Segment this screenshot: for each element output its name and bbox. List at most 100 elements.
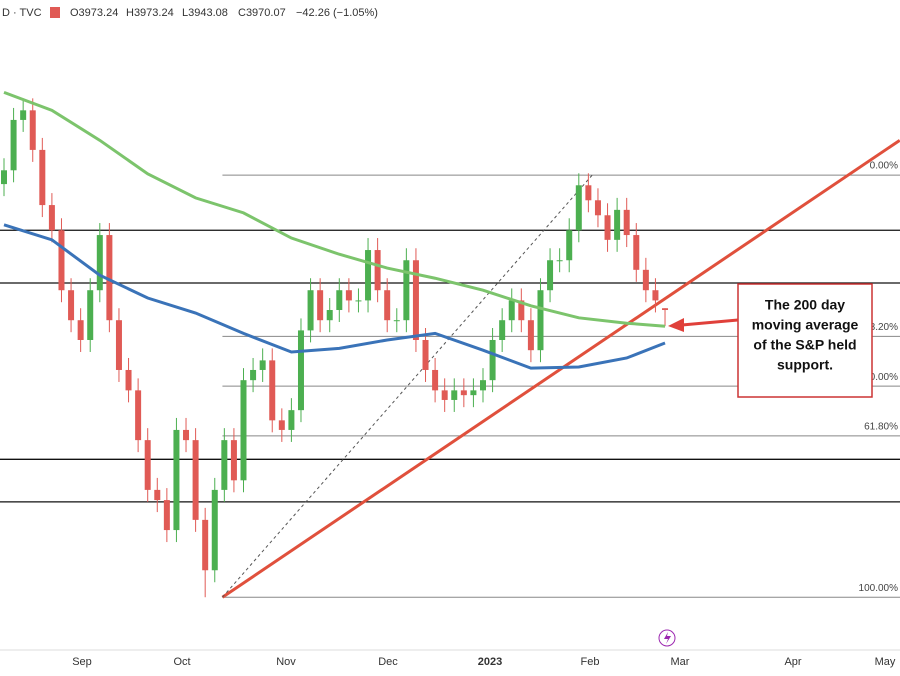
x-tick-label: May — [875, 656, 896, 668]
annotation-text: moving average — [752, 317, 859, 333]
fib-label: 100.00% — [859, 583, 899, 594]
x-tick-label: Mar — [671, 656, 690, 668]
x-tick-label: Dec — [378, 656, 398, 668]
candle-body — [355, 300, 362, 302]
candle-body — [575, 185, 582, 231]
candle-body — [460, 390, 467, 396]
candle-body — [384, 290, 391, 321]
candle-body — [20, 110, 27, 120]
candle-body — [202, 519, 209, 571]
candle-body — [211, 489, 218, 571]
candle-body — [87, 290, 94, 340]
candle-body — [652, 290, 659, 301]
candle-body — [441, 390, 448, 400]
candle-body — [403, 260, 410, 321]
candle-body — [173, 429, 180, 531]
x-tick-label: 2023 — [478, 656, 502, 668]
candle-body — [566, 230, 573, 261]
candle-body — [154, 489, 161, 501]
candle-body — [221, 440, 228, 490]
candle-body — [556, 260, 563, 262]
candle-body — [278, 420, 285, 430]
annotation-text: support. — [777, 357, 833, 373]
candle-body — [623, 209, 630, 236]
candle-body — [68, 290, 75, 321]
candle-body — [336, 290, 343, 311]
candle-body — [135, 390, 142, 441]
candle-body — [527, 320, 534, 351]
symbol: D · TVC — [2, 7, 42, 19]
candle-body — [48, 205, 55, 231]
candle-body — [297, 330, 304, 411]
candle-body — [269, 360, 276, 421]
ohlc-close: C3970.07 — [238, 7, 286, 19]
candle-body — [393, 320, 400, 322]
candle-body — [39, 149, 46, 206]
candle-body — [547, 260, 554, 291]
candle-body — [125, 369, 132, 391]
x-tick-label: Sep — [72, 656, 92, 668]
moving-average — [3, 90, 666, 328]
candle-body — [662, 308, 669, 311]
candle-body — [480, 380, 486, 391]
candle-body — [499, 320, 506, 340]
x-tick-label: Oct — [173, 656, 190, 668]
candle-body — [58, 230, 65, 291]
candle-body — [604, 215, 611, 240]
fib-label: 0.00% — [870, 161, 898, 172]
candle-body — [614, 209, 621, 240]
candle-body — [422, 339, 429, 370]
candle-body — [144, 440, 151, 490]
candle-body — [585, 185, 592, 201]
candle-body — [192, 440, 199, 520]
candle-body — [412, 260, 419, 340]
candle-body — [96, 235, 103, 291]
annotation-box — [737, 283, 873, 398]
x-tick-label: Feb — [581, 656, 600, 668]
plot — [0, 90, 900, 599]
x-tick-label: Nov — [276, 656, 296, 668]
candle-body — [432, 369, 439, 391]
candle-body — [106, 235, 113, 321]
candle-body — [470, 390, 477, 396]
candle-body — [633, 235, 640, 270]
candle-body — [642, 269, 649, 291]
ohlc-open: O3973.24 — [70, 7, 118, 19]
candle-body — [365, 250, 372, 301]
flag-icon[interactable] — [50, 7, 60, 18]
candle-body — [259, 360, 266, 370]
annotation-text: The 200 day — [765, 297, 845, 313]
candle-body — [489, 339, 496, 381]
candle-body — [345, 290, 352, 301]
candle-body — [594, 200, 601, 216]
candle-body — [508, 300, 515, 321]
fib-label: 61.80% — [864, 422, 898, 433]
candle-body — [537, 290, 544, 351]
annotation-text: of the S&P held — [753, 337, 856, 353]
candle-body — [250, 369, 257, 381]
moving-average — [3, 223, 666, 370]
candle-body — [163, 500, 170, 531]
bolt — [664, 632, 671, 644]
annotation-arrow — [681, 318, 739, 327]
x-tick-label: Apr — [784, 656, 801, 668]
candle-body — [326, 310, 333, 321]
ohlc-high: H3973.24 — [126, 7, 174, 19]
candle-body — [29, 110, 36, 150]
candle-body — [1, 170, 7, 185]
candle-body — [374, 250, 381, 291]
candle-body — [115, 320, 122, 370]
candle-body — [451, 390, 458, 400]
ohlc-change: −42.26 (−1.05%) — [296, 7, 378, 19]
arrow-head — [668, 318, 684, 332]
candle-body — [77, 320, 84, 340]
fib-label: 50.00% — [864, 372, 898, 383]
candle-body — [240, 380, 247, 481]
candle-body — [518, 300, 525, 321]
fib-label: 38.20% — [864, 322, 898, 333]
candle-body — [307, 290, 314, 331]
candle-body — [230, 440, 237, 481]
candle-body — [317, 290, 324, 321]
candle-body — [183, 429, 190, 441]
